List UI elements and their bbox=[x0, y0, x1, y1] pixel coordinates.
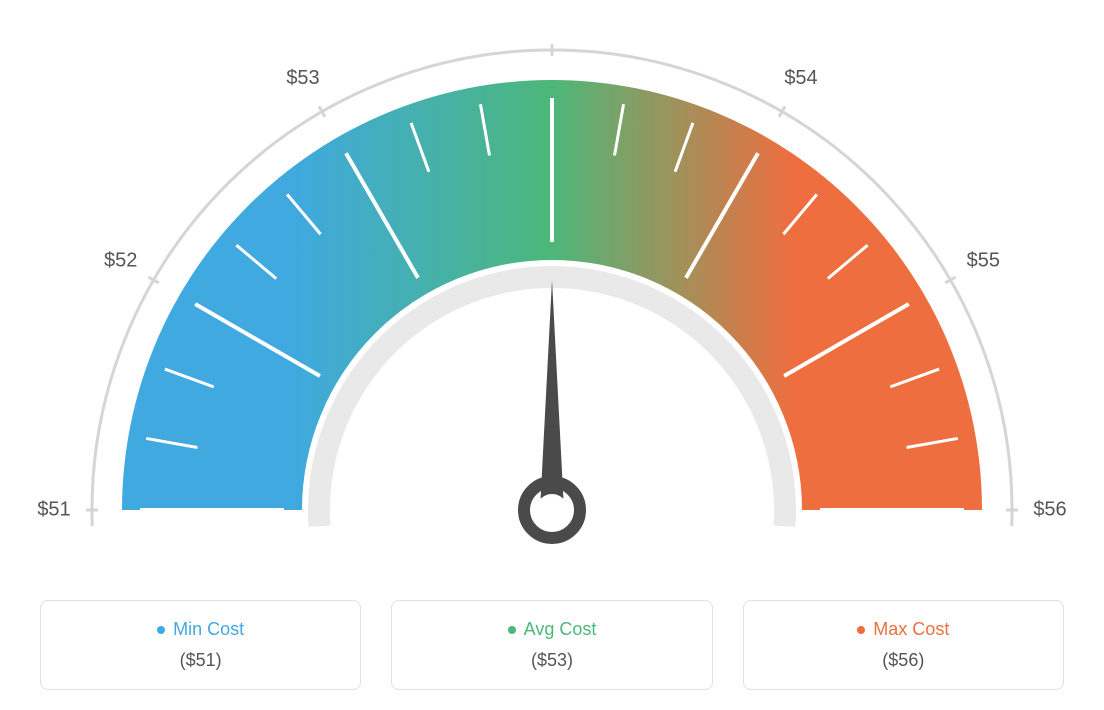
cost-gauge-chart: $51 $52 $53 $53 $54 $55 $56 Min Cost ($51) Avg… bbox=[20, 20, 1084, 690]
gauge-svg: $51 $52 $53 $53 $54 $55 $56 bbox=[20, 20, 1084, 570]
legend-label-avg: Avg Cost bbox=[402, 619, 701, 640]
gauge-needle bbox=[540, 280, 564, 510]
legend-item-min: Min Cost ($51) bbox=[40, 600, 361, 690]
legend-value-min: ($51) bbox=[51, 650, 350, 671]
legend-value-max: ($56) bbox=[754, 650, 1053, 671]
gauge-tick-label: $53 bbox=[286, 67, 319, 89]
legend-text-min: Min Cost bbox=[173, 619, 244, 640]
legend-item-max: Max Cost ($56) bbox=[743, 600, 1064, 690]
gauge-tick-label: $53 bbox=[535, 20, 568, 22]
legend-text-avg: Avg Cost bbox=[524, 619, 597, 640]
legend-label-max: Max Cost bbox=[754, 619, 1053, 640]
legend-item-avg: Avg Cost ($53) bbox=[391, 600, 712, 690]
legend: Min Cost ($51) Avg Cost ($53) Max Cost (… bbox=[20, 600, 1084, 690]
legend-value-avg: ($53) bbox=[402, 650, 701, 671]
gauge-tick-label: $56 bbox=[1033, 498, 1066, 520]
legend-dot-avg bbox=[508, 626, 516, 634]
gauge-tick-label: $52 bbox=[104, 249, 137, 271]
gauge-tick-label: $51 bbox=[37, 498, 70, 520]
legend-dot-min bbox=[157, 626, 165, 634]
gauge-tick-label: $54 bbox=[784, 67, 817, 89]
legend-dot-max bbox=[857, 626, 865, 634]
gauge-tick-label: $55 bbox=[967, 249, 1000, 271]
legend-text-max: Max Cost bbox=[873, 619, 949, 640]
legend-label-min: Min Cost bbox=[51, 619, 350, 640]
